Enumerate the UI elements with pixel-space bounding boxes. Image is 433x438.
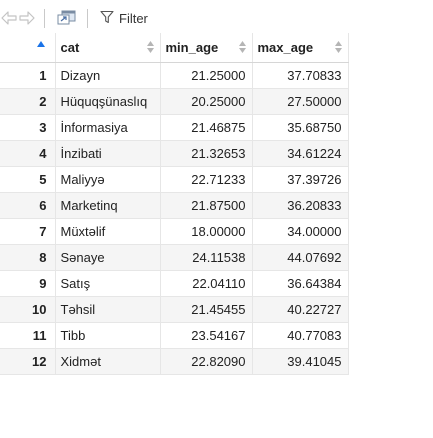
- cell-max-age: 37.70833: [252, 62, 349, 89]
- cell-cat: Satış: [55, 270, 161, 297]
- table-row[interactable]: 4 İnzibati 21.32653 34.61224: [0, 140, 349, 167]
- cell-max-age: 37.39726: [252, 166, 349, 193]
- table-row[interactable]: 2 Hüquqşünaslıq 20.25000 27.50000: [0, 88, 349, 115]
- filter-button[interactable]: Filter: [100, 9, 148, 27]
- sort-toggle-icon: [146, 41, 154, 53]
- row-index: 2: [0, 88, 56, 115]
- cell-cat: Maliyyə: [55, 166, 161, 193]
- row-index: 12: [0, 348, 56, 375]
- row-index: 1: [0, 62, 56, 89]
- row-index: 5: [0, 166, 56, 193]
- table-row[interactable]: 5 Maliyyə 22.71233 37.39726: [0, 166, 349, 193]
- header-min-age[interactable]: min_age: [160, 33, 253, 63]
- popout-window-icon[interactable]: [56, 9, 78, 27]
- header-max-age[interactable]: max_age: [252, 33, 349, 63]
- cell-max-age: 36.64384: [252, 270, 349, 297]
- cell-max-age: 40.22727: [252, 296, 349, 323]
- table-row[interactable]: 9 Satış 22.04110 36.64384: [0, 270, 349, 297]
- sort-toggle-icon: [238, 41, 246, 53]
- row-index: 8: [0, 244, 56, 271]
- cell-max-age: 34.61224: [252, 140, 349, 167]
- table-row[interactable]: 10 Təhsil 21.45455 40.22727: [0, 296, 349, 323]
- back-arrow-icon[interactable]: [0, 9, 18, 27]
- header-cat[interactable]: cat: [55, 33, 161, 63]
- cell-cat: İnformasiya: [55, 114, 161, 141]
- cell-max-age: 39.41045: [252, 348, 349, 375]
- cell-cat: İnzibati: [55, 140, 161, 167]
- cell-min-age: 24.11538: [160, 244, 253, 271]
- header-row: cat min_age max_age: [0, 33, 349, 63]
- cell-cat: Tibb: [55, 322, 161, 349]
- cell-cat: Müxtəlif: [55, 218, 161, 245]
- header-index[interactable]: [0, 33, 56, 63]
- forward-arrow-icon[interactable]: [18, 9, 36, 27]
- cell-min-age: 21.46875: [160, 114, 253, 141]
- row-index: 3: [0, 114, 56, 141]
- row-index: 6: [0, 192, 56, 219]
- cell-min-age: 21.87500: [160, 192, 253, 219]
- toolbar: Filter: [0, 0, 433, 33]
- cell-cat: Marketinq: [55, 192, 161, 219]
- data-table: cat min_age max_age 1 Dizayn: [0, 33, 349, 375]
- cell-min-age: 23.54167: [160, 322, 253, 349]
- header-cat-label: cat: [60, 39, 80, 55]
- cell-min-age: 21.45455: [160, 296, 253, 323]
- row-index: 9: [0, 270, 56, 297]
- filter-funnel-icon: [100, 10, 114, 27]
- cell-cat: Təhsil: [55, 296, 161, 323]
- table-row[interactable]: 6 Marketinq 21.87500 36.20833: [0, 192, 349, 219]
- row-index: 4: [0, 140, 56, 167]
- row-index: 11: [0, 322, 56, 349]
- cell-cat: Hüquqşünaslıq: [55, 88, 161, 115]
- table-row[interactable]: 12 Xidmət 22.82090 39.41045: [0, 348, 349, 375]
- toolbar-divider: [44, 9, 45, 28]
- cell-min-age: 20.25000: [160, 88, 253, 115]
- toolbar-divider: [87, 9, 88, 28]
- table-row[interactable]: 3 İnformasiya 21.46875 35.68750: [0, 114, 349, 141]
- cell-max-age: 34.00000: [252, 218, 349, 245]
- cell-max-age: 44.07692: [252, 244, 349, 271]
- table-row[interactable]: 1 Dizayn 21.25000 37.70833: [0, 62, 349, 89]
- table-row[interactable]: 8 Sənaye 24.11538 44.07692: [0, 244, 349, 271]
- cell-cat: Sənaye: [55, 244, 161, 271]
- cell-cat: Dizayn: [55, 62, 161, 89]
- cell-cat: Xidmət: [55, 348, 161, 375]
- cell-max-age: 35.68750: [252, 114, 349, 141]
- row-index: 10: [0, 296, 56, 323]
- cell-min-age: 22.04110: [160, 270, 253, 297]
- header-min-age-label: min_age: [165, 39, 219, 55]
- row-index: 7: [0, 218, 56, 245]
- table-row[interactable]: 7 Müxtəlif 18.00000 34.00000: [0, 218, 349, 245]
- sort-ascending-icon: [37, 41, 45, 47]
- cell-max-age: 36.20833: [252, 192, 349, 219]
- cell-min-age: 22.82090: [160, 348, 253, 375]
- filter-label: Filter: [119, 10, 148, 26]
- cell-min-age: 21.32653: [160, 140, 253, 167]
- table-row[interactable]: 11 Tibb 23.54167 40.77083: [0, 322, 349, 349]
- cell-min-age: 22.71233: [160, 166, 253, 193]
- cell-min-age: 18.00000: [160, 218, 253, 245]
- cell-min-age: 21.25000: [160, 62, 253, 89]
- cell-max-age: 40.77083: [252, 322, 349, 349]
- sort-toggle-icon: [334, 41, 342, 53]
- cell-max-age: 27.50000: [252, 88, 349, 115]
- header-max-age-label: max_age: [257, 39, 314, 55]
